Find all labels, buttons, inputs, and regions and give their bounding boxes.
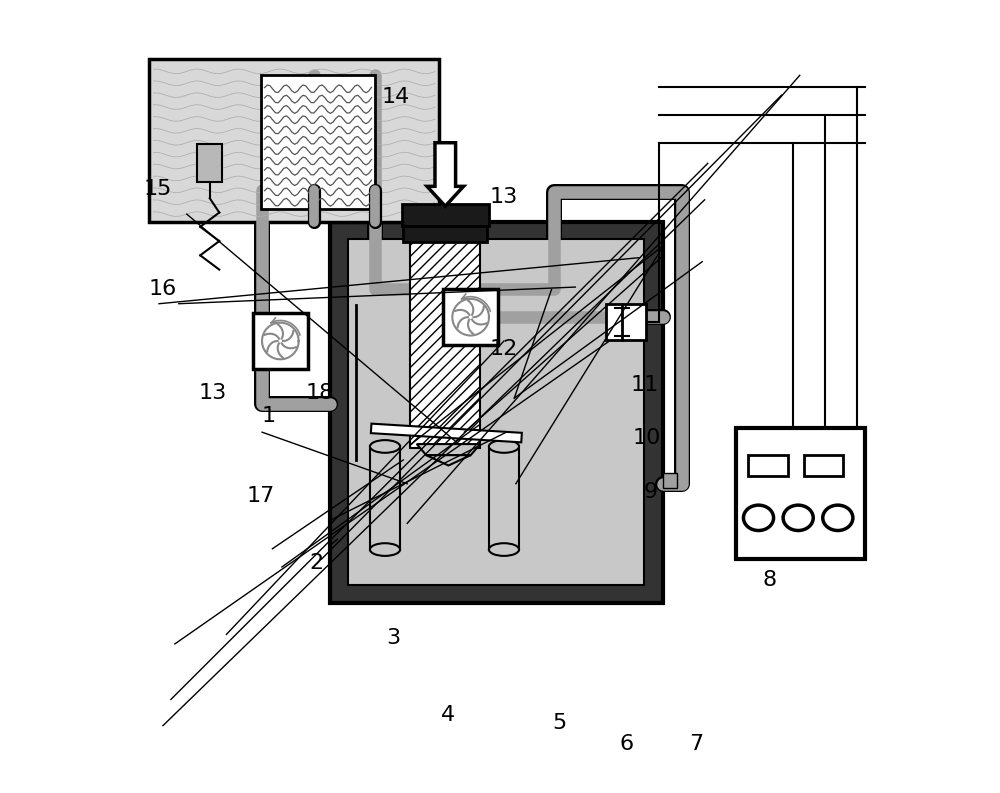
Ellipse shape (370, 440, 400, 453)
Bar (489, 446, 519, 550)
Text: 10: 10 (633, 427, 661, 448)
Text: 3: 3 (386, 628, 400, 649)
Bar (403, 212, 487, 242)
Polygon shape (417, 444, 480, 455)
Text: 13: 13 (490, 186, 518, 207)
FancyArrow shape (427, 143, 464, 206)
Bar (748, 455, 788, 476)
Text: 6: 6 (620, 734, 634, 754)
Bar (443, 289, 498, 345)
Bar (370, 446, 400, 550)
Ellipse shape (489, 440, 519, 453)
Ellipse shape (489, 543, 519, 556)
Bar (261, 75, 375, 209)
Ellipse shape (783, 505, 813, 531)
Text: 1: 1 (261, 406, 276, 427)
Text: 14: 14 (381, 86, 409, 107)
Bar (348, 239, 644, 585)
Ellipse shape (370, 543, 400, 556)
Text: 16: 16 (149, 279, 177, 300)
Text: 12: 12 (490, 339, 518, 359)
Text: 18: 18 (305, 382, 333, 403)
Bar (253, 313, 308, 369)
Bar (804, 455, 843, 476)
Bar (410, 234, 480, 448)
Bar (663, 473, 677, 488)
Text: 4: 4 (441, 705, 456, 726)
Bar (149, 59, 439, 222)
Text: 9: 9 (644, 481, 658, 502)
Ellipse shape (743, 505, 774, 531)
Text: 8: 8 (763, 570, 777, 591)
Text: 2: 2 (309, 553, 323, 573)
Bar (330, 222, 663, 603)
Ellipse shape (823, 505, 853, 531)
Text: 17: 17 (246, 485, 275, 506)
Bar (402, 204, 489, 226)
Bar (606, 304, 646, 340)
Text: 13: 13 (199, 382, 227, 403)
Text: 7: 7 (690, 734, 704, 754)
Text: 11: 11 (630, 374, 658, 395)
Text: 5: 5 (552, 713, 567, 734)
Polygon shape (371, 423, 522, 442)
Text: 15: 15 (143, 178, 172, 199)
Bar (736, 428, 865, 559)
Polygon shape (426, 455, 471, 465)
Bar (197, 144, 222, 182)
